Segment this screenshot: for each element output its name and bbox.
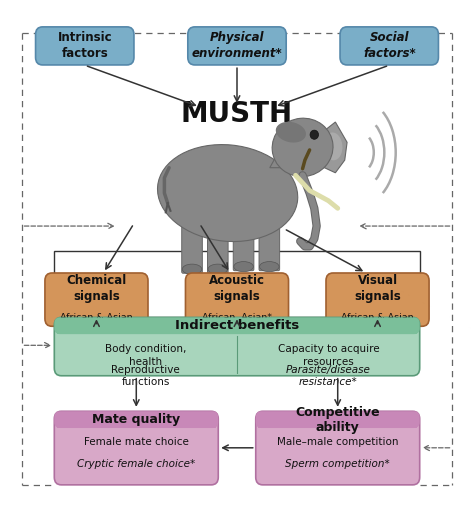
FancyBboxPatch shape bbox=[55, 411, 218, 485]
Ellipse shape bbox=[234, 262, 253, 272]
Text: MUSTH: MUSTH bbox=[181, 101, 293, 128]
Text: Body condition,
health: Body condition, health bbox=[105, 344, 186, 367]
Text: African & Asian: African & Asian bbox=[60, 313, 133, 322]
Text: Acoustic
signals: Acoustic signals bbox=[209, 274, 265, 303]
Text: Indirect benefits: Indirect benefits bbox=[175, 319, 299, 332]
Text: Cryptic female choice*: Cryptic female choice* bbox=[77, 459, 195, 469]
FancyBboxPatch shape bbox=[256, 411, 419, 428]
Ellipse shape bbox=[276, 122, 306, 143]
FancyBboxPatch shape bbox=[256, 411, 419, 485]
FancyBboxPatch shape bbox=[55, 318, 419, 334]
Text: Sperm competition*: Sperm competition* bbox=[285, 459, 390, 469]
Text: Capacity to acquire
resources: Capacity to acquire resources bbox=[278, 344, 379, 367]
Ellipse shape bbox=[324, 132, 342, 161]
Text: Intrinsic
factors: Intrinsic factors bbox=[57, 31, 112, 61]
Bar bbox=[258, 420, 417, 428]
Text: Competitive
ability: Competitive ability bbox=[295, 406, 380, 433]
Text: African & Asian: African & Asian bbox=[341, 313, 414, 322]
Ellipse shape bbox=[272, 118, 333, 176]
Text: Chemical
signals: Chemical signals bbox=[66, 274, 127, 303]
Text: Reproductive
functions: Reproductive functions bbox=[111, 365, 180, 387]
FancyBboxPatch shape bbox=[233, 225, 254, 271]
FancyBboxPatch shape bbox=[259, 225, 280, 271]
Text: Mate quality: Mate quality bbox=[92, 413, 180, 426]
Text: Visual
signals: Visual signals bbox=[354, 274, 401, 303]
FancyBboxPatch shape bbox=[55, 318, 419, 376]
Text: African, Asian*: African, Asian* bbox=[202, 313, 272, 322]
FancyBboxPatch shape bbox=[188, 27, 286, 65]
Text: Physical
environment*: Physical environment* bbox=[191, 31, 283, 61]
FancyBboxPatch shape bbox=[36, 27, 134, 65]
Ellipse shape bbox=[260, 262, 279, 272]
Ellipse shape bbox=[208, 264, 228, 274]
FancyBboxPatch shape bbox=[326, 273, 429, 326]
Text: Female mate choice: Female mate choice bbox=[84, 437, 189, 447]
Bar bbox=[57, 326, 417, 334]
FancyBboxPatch shape bbox=[340, 27, 438, 65]
Text: Social
factors*: Social factors* bbox=[363, 31, 416, 61]
FancyBboxPatch shape bbox=[182, 225, 202, 273]
Bar bbox=[57, 420, 216, 428]
Text: Male–male competition: Male–male competition bbox=[277, 437, 399, 447]
Polygon shape bbox=[270, 142, 302, 168]
Ellipse shape bbox=[157, 145, 298, 242]
Bar bbox=[55, 251, 419, 318]
Ellipse shape bbox=[182, 264, 202, 274]
FancyBboxPatch shape bbox=[55, 411, 218, 428]
FancyBboxPatch shape bbox=[45, 273, 148, 326]
Polygon shape bbox=[310, 122, 347, 173]
Circle shape bbox=[310, 130, 319, 140]
Text: Parasite/disease
resistance*: Parasite/disease resistance* bbox=[286, 365, 371, 387]
FancyBboxPatch shape bbox=[208, 225, 228, 273]
FancyBboxPatch shape bbox=[185, 273, 289, 326]
